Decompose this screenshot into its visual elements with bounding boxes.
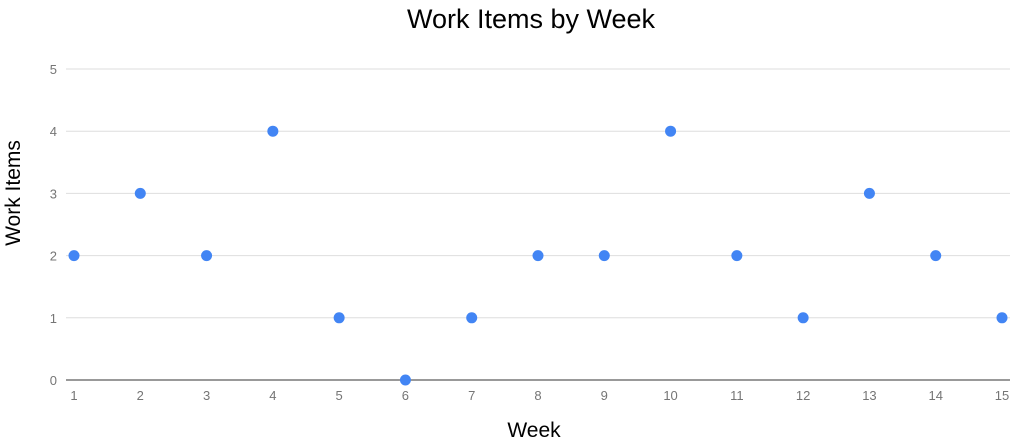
x-tick-label: 13 xyxy=(862,388,876,403)
x-tick-label: 2 xyxy=(137,388,144,403)
x-tick-label: 6 xyxy=(402,388,409,403)
x-tick-label: 9 xyxy=(601,388,608,403)
x-tick-label: 3 xyxy=(203,388,210,403)
data-point xyxy=(731,250,743,262)
data-point xyxy=(665,125,677,137)
data-point xyxy=(797,312,809,324)
data-point xyxy=(68,250,80,262)
y-tick-label: 5 xyxy=(50,62,57,77)
y-gridlines xyxy=(66,68,1010,319)
data-point xyxy=(930,250,942,262)
data-point xyxy=(996,312,1008,324)
x-tick-label: 11 xyxy=(730,388,744,403)
x-tick-label: 12 xyxy=(796,388,810,403)
x-tick-label: 15 xyxy=(995,388,1009,403)
data-point xyxy=(134,187,146,199)
x-tick-label: 14 xyxy=(928,388,942,403)
data-point xyxy=(532,250,544,262)
x-tick-label: 5 xyxy=(336,388,343,403)
x-tick-label: 4 xyxy=(269,388,276,403)
y-tick-labels: 0 1 2 3 4 5 xyxy=(50,62,57,388)
x-tick-label: 7 xyxy=(468,388,475,403)
x-axis-title: Week xyxy=(507,419,561,442)
data-point xyxy=(333,312,345,324)
data-point xyxy=(267,125,279,137)
data-points xyxy=(68,125,1008,386)
x-tick-label: 8 xyxy=(534,388,541,403)
x-tick-label: 1 xyxy=(70,388,77,403)
y-tick-label: 2 xyxy=(50,249,57,264)
data-point xyxy=(863,187,875,199)
chart-title: Work Items by Week xyxy=(407,4,656,34)
y-tick-label: 0 xyxy=(50,373,57,388)
x-tick-label: 10 xyxy=(663,388,677,403)
y-tick-label: 3 xyxy=(50,186,57,201)
data-point xyxy=(466,312,478,324)
data-point xyxy=(399,374,411,386)
data-point xyxy=(598,250,610,262)
x-tick-labels: 1 2 3 4 5 6 7 8 9 10 11 12 13 14 15 xyxy=(70,388,1009,403)
y-tick-label: 4 xyxy=(50,124,57,139)
y-axis-title: Work Items xyxy=(2,140,25,246)
data-point xyxy=(201,250,213,262)
y-tick-label: 1 xyxy=(50,311,57,326)
